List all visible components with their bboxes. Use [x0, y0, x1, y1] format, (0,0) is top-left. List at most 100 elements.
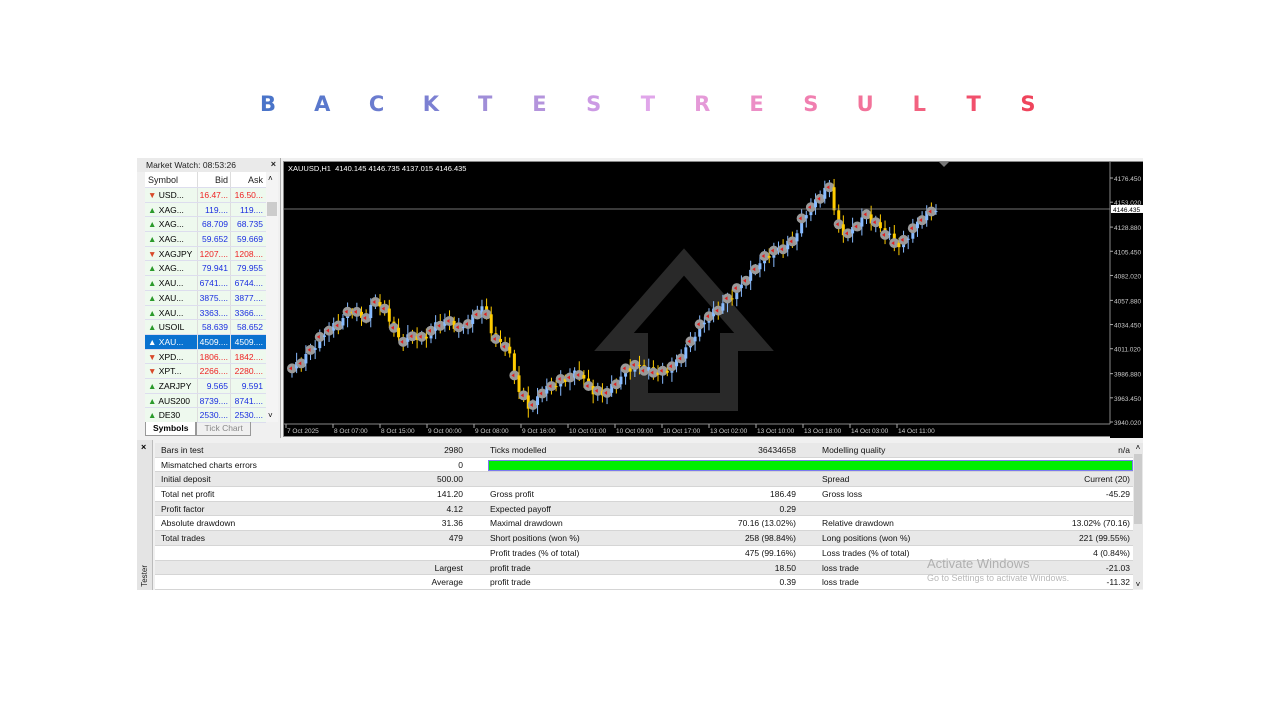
symbol-row[interactable]: ▲ XAG... 119.... 119.... [145, 202, 266, 218]
title-letter: R [694, 92, 711, 116]
result-label: profit trade [490, 562, 531, 573]
time-tick-label: 7 Oct 2025 [287, 428, 319, 435]
symbol-row[interactable]: ▲ XAU... 6741.... 6744.... [145, 276, 266, 291]
candle-body [684, 347, 688, 359]
ask-cell: 9.591 [230, 378, 266, 393]
symbol-row[interactable]: ▼ XPT... 2266.... 2280.... [145, 364, 266, 379]
trade-arrow-icon [928, 209, 932, 214]
result-label: Long positions (won %) [822, 533, 911, 544]
trade-arrow-icon [761, 254, 765, 259]
symbol-row[interactable]: ▲ DE30 2530.... 2530.... [145, 408, 266, 423]
symbol-row[interactable]: ▲ XAG... 79.941 79.955 [145, 261, 266, 277]
ask-cell: 4509.... [230, 334, 266, 349]
column-symbol[interactable]: Symbol [148, 175, 179, 185]
result-value: -45.29 [1105, 489, 1130, 500]
candle-body [480, 306, 484, 315]
column-bid[interactable]: Bid [197, 172, 230, 187]
result-value: 4 (0.84%) [1093, 547, 1130, 558]
symbol-cell: ▲ USOIL [145, 320, 197, 334]
candle-body [378, 302, 382, 307]
candle-body [313, 348, 317, 350]
symbol-cell: ▼ XAGJPY [145, 247, 197, 261]
candle-body [675, 359, 679, 367]
symbol-name: XAU... [158, 292, 184, 303]
candle-body [735, 288, 739, 300]
price-chart[interactable]: YOFOREX4176.4504153.0204128.8804105.4504… [283, 161, 1143, 517]
trade-arrow-icon [631, 362, 635, 367]
close-icon[interactable]: × [270, 159, 276, 169]
column-ask[interactable]: Ask [230, 172, 266, 187]
price-tick-label: 4176.450 [1114, 176, 1141, 183]
candle-body [656, 372, 660, 375]
arrow-up-icon: ▲ [148, 410, 157, 421]
symbol-cell: ▲ XAG... [145, 261, 197, 275]
candle-body [545, 385, 549, 394]
trade-marker [305, 344, 316, 355]
tab-symbols[interactable]: Symbols [145, 422, 197, 436]
scroll-up-icon[interactable]: ˄ [1135, 443, 1141, 452]
symbol-row[interactable]: ▲ USOIL 58.639 58.652 [145, 320, 266, 335]
price-tick-label: 4105.450 [1114, 249, 1141, 256]
candle-body [508, 346, 512, 354]
symbol-row[interactable]: ▲ ZARJPY 9.565 9.591 [145, 378, 266, 394]
ask-cell: 3366.... [230, 305, 266, 320]
symbol-row[interactable]: ▲ XAU... 3363.... 3366.... [145, 305, 266, 321]
title-letter: B [259, 92, 276, 116]
trade-arrow-icon [363, 316, 367, 321]
trade-arrow-icon [752, 267, 756, 272]
trade-arrow-icon [696, 322, 700, 327]
symbol-row[interactable]: ▲ XAU... 3875.... 3877.... [145, 290, 266, 306]
trade-arrow-icon [863, 212, 867, 217]
trade-arrow-icon [715, 308, 719, 313]
trade-arrow-icon [743, 278, 747, 283]
trade-arrow-icon [566, 375, 570, 380]
trade-arrow-icon [298, 361, 302, 366]
title-letter: K [422, 92, 439, 116]
title-letter: A [314, 92, 331, 116]
current-price-box [1111, 204, 1143, 213]
candle-body [512, 353, 516, 376]
scroll-thumb[interactable] [267, 202, 277, 216]
result-value: 186.49 [770, 489, 796, 500]
result-value: 18.50 [774, 562, 796, 573]
trade-marker [370, 297, 381, 308]
candle-body [915, 221, 919, 229]
symbol-row[interactable]: ▲ XAU... 4509.... 4509.... [145, 334, 266, 350]
ask-cell: 2280.... [230, 364, 266, 378]
result-value: 36434658 [758, 445, 796, 455]
symbol-row[interactable]: ▲ AUS200 8739.... 8741.... [145, 393, 266, 409]
candle-body [814, 199, 818, 208]
market-watch-table: Symbol Bid Ask ▼ USD... 16.47... 16.50... ▲… [145, 172, 266, 423]
scrollbar[interactable]: ˄ ˅ [266, 172, 278, 422]
candle-body [424, 336, 428, 339]
close-icon[interactable]: × [141, 442, 147, 452]
symbol-row[interactable]: ▼ XPD... 1806.... 1842.... [145, 349, 266, 365]
candle-body [795, 233, 799, 242]
symbol-row[interactable]: ▼ USD... 16.47... 16.50... [145, 188, 266, 203]
result-label: loss trade [822, 577, 859, 588]
time-tick-label: 9 Oct 00:00 [428, 428, 462, 435]
arrow-up-icon: ▲ [148, 307, 157, 318]
bid-cell: 6741.... [197, 276, 230, 290]
scroll-thumb[interactable] [1134, 454, 1142, 524]
trade-arrow-icon [789, 239, 793, 244]
result-value: 4.12 [446, 503, 463, 514]
symbol-name: XAG... [158, 263, 184, 274]
scrollbar[interactable]: ˄ ˅ [1133, 443, 1143, 589]
scroll-up-icon[interactable]: ˄ [268, 174, 273, 183]
price-tick-label: 4128.880 [1114, 225, 1141, 232]
tab-tick-chart[interactable]: Tick Chart [196, 422, 251, 436]
result-value: 141.20 [437, 489, 463, 500]
trade-arrow-icon [474, 312, 478, 317]
trade-arrow-icon [418, 334, 422, 339]
time-tick-label: 10 Oct 17:00 [663, 428, 701, 435]
scroll-down-icon[interactable]: ˅ [1135, 580, 1141, 589]
symbol-row[interactable]: ▲ XAG... 68.709 68.735 [145, 217, 266, 233]
scroll-down-icon[interactable]: ˅ [268, 411, 273, 420]
candle-body [739, 284, 743, 289]
bid-cell: 1806.... [197, 349, 230, 364]
symbol-cell: ▲ XAU... [145, 306, 197, 320]
symbol-row[interactable]: ▲ XAG... 59.652 59.669 [145, 232, 266, 247]
symbol-row[interactable]: ▼ XAGJPY 1207.... 1208.... [145, 246, 266, 262]
trade-arrow-icon [307, 347, 311, 352]
